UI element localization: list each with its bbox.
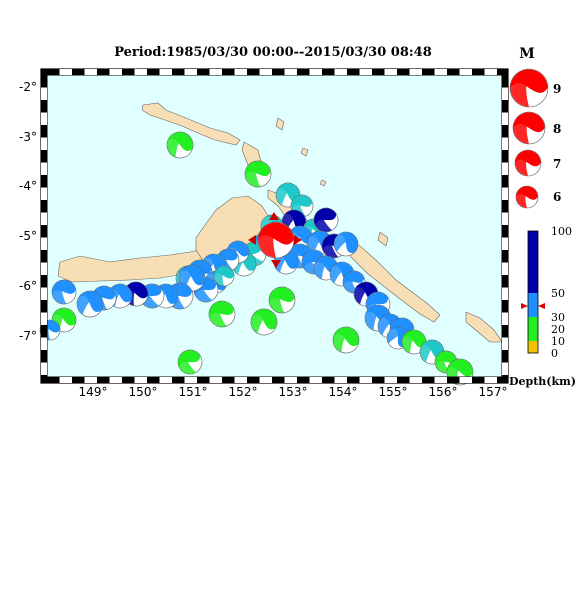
- depth-legend: 100 50 30 20 10 0 Depth(km): [509, 225, 576, 388]
- focal-mechanism-beachball: [244, 160, 272, 188]
- new-hanover-island: [141, 102, 241, 146]
- depth-bar-20-30: [528, 317, 538, 329]
- focal-mechanism-beachball: [257, 221, 295, 259]
- longitude-labels: 149° 150° 151° 152° 153° 154° 155° 156° …: [79, 385, 508, 399]
- map-frame: [40, 68, 509, 384]
- depth-bar-outline: [527, 230, 539, 354]
- small-island-2: [300, 147, 309, 157]
- focal-mechanism-beachball: [268, 286, 296, 314]
- focal-mechanism-beachball: [333, 231, 359, 257]
- focal-mechanism-beachball: [332, 326, 360, 354]
- map-title: Period:1985/03/30 00:00--2015/03/30 08:4…: [114, 45, 432, 60]
- latitude-labels: -2° -3° -4° -5° -6° -7°: [19, 80, 37, 343]
- focal-mechanism-beachball: [313, 207, 339, 233]
- focal-mechanism-beachball: [51, 279, 77, 305]
- depth-tick-label: 0: [551, 347, 558, 360]
- focal-mechanism-beachball: [275, 182, 301, 208]
- lon-tick-label: 149°: [79, 385, 108, 399]
- magnitude-label: 9: [553, 82, 561, 96]
- lat-tick-label: -5°: [19, 229, 37, 243]
- bougainville-island: [339, 237, 441, 323]
- small-island-4: [377, 231, 389, 247]
- main-event-marker: [271, 260, 281, 268]
- magnitude-legend: M 9 8 7 6: [509, 46, 561, 209]
- focal-mechanism-beachball: [401, 329, 427, 355]
- main-event-marker: [294, 235, 302, 245]
- focal-mechanism-beachball: [515, 185, 539, 209]
- focal-mechanism-beachball: [76, 290, 104, 318]
- focal-mechanism-beachball: [509, 68, 549, 108]
- depth-bar-50-100: [528, 231, 538, 293]
- focal-mechanism-beachball: [166, 131, 194, 159]
- depth-bar-30-50: [528, 293, 538, 317]
- depth-tick-label: 30: [551, 311, 565, 324]
- earthquake-events: [39, 131, 474, 386]
- solomon-islands: [465, 311, 503, 343]
- main-event-beachball: [248, 212, 302, 268]
- magnitude-label: 8: [553, 122, 561, 136]
- depth-legend-title: Depth(km): [509, 375, 576, 388]
- lat-tick-label: -3°: [19, 130, 37, 144]
- lon-tick-label: 156°: [429, 385, 458, 399]
- magnitude-label: 7: [553, 157, 561, 171]
- focal-mechanism-beachball: [213, 265, 235, 287]
- depth-tick-label: 20: [551, 323, 565, 336]
- lon-tick-label: 150°: [129, 385, 158, 399]
- lon-tick-label: 157°: [479, 385, 508, 399]
- main-event-marker: [248, 235, 256, 245]
- small-island-3: [319, 179, 327, 187]
- depth-marker-right: [538, 303, 545, 309]
- lon-tick-label: 151°: [179, 385, 208, 399]
- main-event-marker: [269, 212, 279, 220]
- lon-tick-label: 154°: [329, 385, 358, 399]
- depth-tick-label: 50: [551, 287, 565, 300]
- focal-mechanism-beachball: [250, 308, 278, 336]
- depth-marker-left: [521, 303, 528, 309]
- lon-tick-label: 155°: [379, 385, 408, 399]
- depth-bar-0-10: [528, 341, 538, 353]
- lon-tick-label: 153°: [279, 385, 308, 399]
- lon-tick-label: 152°: [229, 385, 258, 399]
- magnitude-legend-title: M: [519, 46, 535, 62]
- lat-tick-label: -6°: [19, 279, 37, 293]
- depth-tick-label: 100: [551, 225, 572, 238]
- depth-tick-label: 10: [551, 335, 565, 348]
- lat-tick-label: -2°: [19, 80, 37, 94]
- lat-tick-label: -4°: [19, 179, 37, 193]
- depth-bar-10-20: [528, 329, 538, 341]
- focal-mechanism-beachball: [177, 349, 203, 375]
- focal-mechanism-beachball: [512, 111, 546, 145]
- focal-mechanism-beachball: [514, 149, 542, 177]
- focal-mechanism-beachball: [208, 300, 236, 328]
- small-island-1: [275, 117, 285, 131]
- lat-tick-label: -7°: [19, 329, 37, 343]
- magnitude-label: 6: [553, 190, 561, 204]
